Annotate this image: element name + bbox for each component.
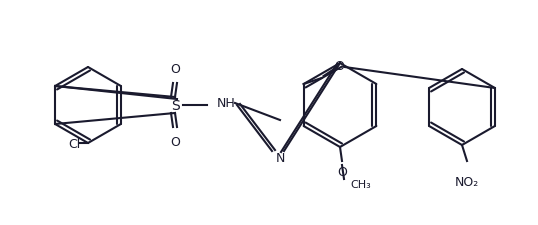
Text: O: O	[337, 165, 347, 178]
Text: O: O	[170, 135, 180, 148]
Text: N: N	[275, 151, 285, 164]
Text: O: O	[170, 63, 180, 76]
Text: Cl: Cl	[68, 137, 80, 150]
Text: S: S	[171, 99, 179, 112]
Text: NH: NH	[217, 97, 236, 110]
Text: NO₂: NO₂	[455, 175, 479, 188]
Text: O: O	[335, 59, 344, 72]
Text: CH₃: CH₃	[350, 179, 371, 189]
